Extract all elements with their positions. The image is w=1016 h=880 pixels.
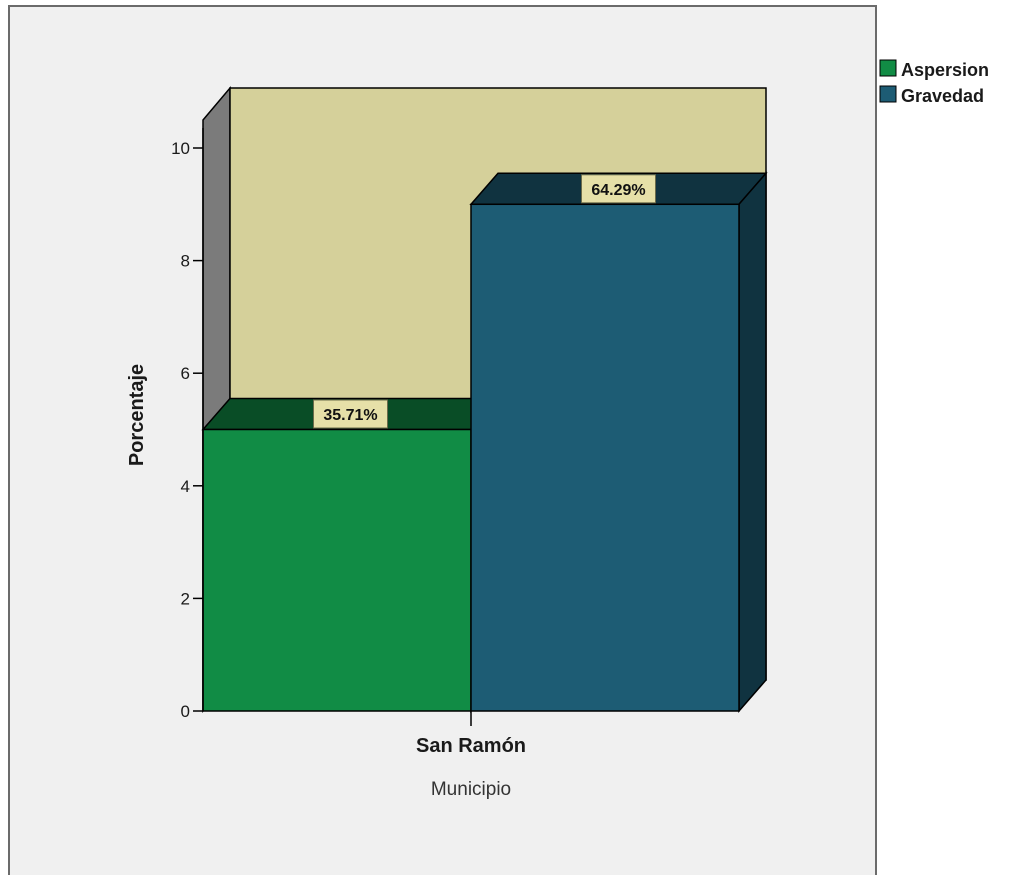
bar-front (470, 203, 740, 712)
bar-gravedad[interactable] (469, 171, 768, 714)
legend: Aspersion Gravedad (879, 59, 989, 106)
y-axis-title: Porcentaje (126, 364, 148, 466)
y-tick-label: 0 (181, 702, 190, 721)
data-label-gravedad: 64.29% (581, 174, 656, 204)
x-axis-title: Municipio (431, 779, 511, 800)
x-tick-label: San Ramón (416, 735, 526, 757)
data-label-text: 35.71% (323, 407, 377, 424)
y-tick-label: 6 (181, 364, 190, 383)
legend-item-gravedad[interactable]: Gravedad (879, 85, 984, 106)
legend-label-aspersion: Aspersion (901, 60, 989, 80)
y-axis: 0 2 4 6 8 10 (171, 128, 472, 726)
y-tick-label: 8 (181, 252, 190, 271)
legend-swatch-aspersion (879, 59, 897, 77)
y-tick-label: 4 (181, 477, 190, 496)
bar-front (202, 428, 472, 712)
data-label-box (313, 399, 388, 429)
legend-label-gravedad: Gravedad (901, 86, 984, 106)
y-tick-label: 10 (171, 139, 190, 158)
bar-side (738, 171, 767, 714)
bar-aspersion[interactable] (201, 396, 500, 714)
data-label-text: 64.29% (591, 182, 645, 199)
bars-layer: 35.71% 64.29% (201, 171, 768, 714)
legend-item-aspersion[interactable]: Aspersion (879, 59, 989, 80)
legend-swatch-gravedad (879, 85, 897, 103)
y-tick-label: 2 (181, 589, 190, 608)
data-label-box (581, 174, 656, 204)
data-label-aspersion: 35.71% (313, 399, 388, 429)
